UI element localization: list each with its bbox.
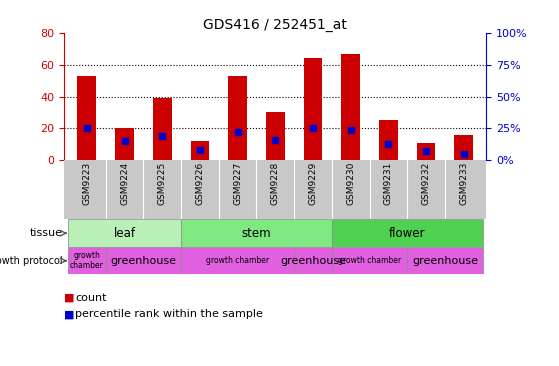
Bar bbox=[266, 112, 285, 160]
Bar bbox=[191, 141, 210, 160]
Bar bbox=[68, 219, 181, 247]
Bar bbox=[304, 58, 323, 160]
Bar bbox=[341, 53, 360, 160]
Bar bbox=[78, 76, 96, 160]
Bar bbox=[68, 247, 106, 274]
Text: GSM9225: GSM9225 bbox=[158, 162, 167, 205]
Text: growth chamber: growth chamber bbox=[338, 256, 401, 265]
Text: percentile rank within the sample: percentile rank within the sample bbox=[75, 309, 263, 319]
Bar bbox=[332, 247, 407, 274]
Bar bbox=[115, 128, 134, 160]
Text: GSM9232: GSM9232 bbox=[421, 162, 430, 205]
Text: flower: flower bbox=[389, 227, 425, 240]
Text: count: count bbox=[75, 293, 107, 303]
Text: ■: ■ bbox=[64, 293, 75, 303]
Bar bbox=[106, 247, 181, 274]
Text: GSM9231: GSM9231 bbox=[384, 162, 393, 205]
Text: greenhouse: greenhouse bbox=[280, 256, 346, 266]
Bar bbox=[294, 247, 332, 274]
Text: leaf: leaf bbox=[113, 227, 136, 240]
Bar bbox=[379, 120, 398, 160]
Text: greenhouse: greenhouse bbox=[111, 256, 177, 266]
Text: GSM9228: GSM9228 bbox=[271, 162, 280, 205]
Text: GSM9230: GSM9230 bbox=[346, 162, 355, 205]
Text: growth
chamber: growth chamber bbox=[70, 251, 104, 270]
Text: growth protocol: growth protocol bbox=[0, 256, 63, 266]
Bar bbox=[228, 76, 247, 160]
Text: greenhouse: greenhouse bbox=[412, 256, 478, 266]
Text: growth chamber: growth chamber bbox=[206, 256, 269, 265]
Text: GSM9233: GSM9233 bbox=[459, 162, 468, 205]
Text: ■: ■ bbox=[64, 309, 75, 319]
Bar bbox=[153, 98, 172, 160]
Bar bbox=[332, 219, 482, 247]
Text: GSM9226: GSM9226 bbox=[196, 162, 205, 205]
Text: GSM9224: GSM9224 bbox=[120, 162, 129, 205]
Bar bbox=[416, 143, 435, 160]
Text: tissue: tissue bbox=[30, 228, 63, 238]
Text: GSM9223: GSM9223 bbox=[82, 162, 91, 205]
Text: stem: stem bbox=[241, 227, 271, 240]
Bar bbox=[181, 247, 294, 274]
Bar bbox=[181, 219, 332, 247]
Bar bbox=[407, 247, 482, 274]
Text: GSM9229: GSM9229 bbox=[309, 162, 318, 205]
Bar bbox=[454, 135, 473, 160]
Text: GSM9227: GSM9227 bbox=[233, 162, 242, 205]
Title: GDS416 / 252451_at: GDS416 / 252451_at bbox=[203, 18, 347, 32]
